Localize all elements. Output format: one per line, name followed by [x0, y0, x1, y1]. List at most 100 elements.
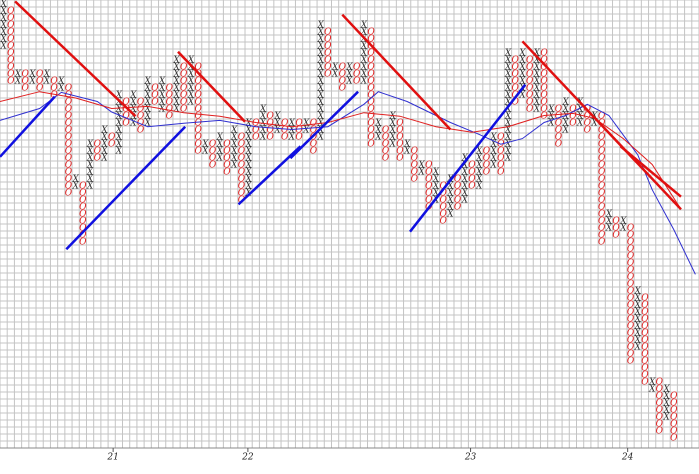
o-box: O: [641, 308, 649, 318]
x-box: X: [374, 133, 382, 143]
x-tick-label: 22: [241, 453, 254, 463]
o-box: O: [65, 154, 73, 164]
o-box: O: [223, 147, 231, 157]
x-box: X: [187, 63, 195, 73]
o-box: O: [382, 126, 390, 136]
o-box: O: [238, 140, 246, 150]
x-box: X: [0, 28, 7, 38]
o-box: O: [65, 189, 73, 199]
o-box: O: [281, 133, 289, 143]
trend-line: [177, 50, 246, 123]
o-column: OOO: [36, 70, 44, 94]
o-box: O: [569, 112, 577, 122]
o-box: O: [166, 98, 174, 108]
x-box: X: [259, 133, 267, 143]
o-box: O: [670, 427, 678, 437]
x-box: X: [605, 224, 613, 234]
x-box: X: [115, 133, 123, 143]
x-column: XXX: [547, 105, 555, 129]
x-box: X: [446, 182, 454, 192]
o-box: O: [627, 259, 635, 269]
o-box: O: [194, 84, 202, 94]
x-box: X: [360, 56, 368, 66]
o-box: O: [526, 77, 534, 87]
o-box: O: [584, 126, 592, 136]
o-box: O: [555, 112, 563, 122]
o-box: O: [137, 105, 145, 115]
x-box: X: [461, 168, 469, 178]
o-box: O: [598, 112, 606, 122]
o-box: O: [598, 203, 606, 213]
o-box: O: [367, 28, 375, 38]
x-box: X: [446, 196, 454, 206]
o-box: O: [339, 70, 347, 80]
o-box: O: [483, 147, 491, 157]
o-box: O: [555, 119, 563, 129]
o-box: O: [324, 42, 332, 52]
x-box: X: [71, 182, 79, 192]
x-box: X: [273, 112, 281, 122]
o-box: O: [540, 105, 548, 115]
x-box: X: [172, 84, 180, 94]
x-box: X: [216, 154, 224, 164]
o-box: O: [468, 175, 476, 185]
o-box: O: [122, 105, 130, 115]
x-box: X: [619, 217, 627, 227]
x-box: X: [345, 70, 353, 80]
o-box: O: [396, 133, 404, 143]
x-box: X: [634, 343, 642, 353]
o-box: O: [425, 182, 433, 192]
x-box: X: [533, 105, 541, 115]
x-box: X: [432, 182, 440, 192]
o-box: O: [36, 84, 44, 94]
o-box: O: [512, 70, 520, 80]
o-box: O: [223, 161, 231, 171]
x-box: X: [144, 105, 152, 115]
o-box: O: [353, 77, 361, 87]
o-box: O: [194, 147, 202, 157]
x-box: X: [187, 77, 195, 87]
o-box: O: [50, 91, 58, 101]
x-box: X: [158, 105, 166, 115]
x-box: X: [662, 392, 670, 402]
o-box: O: [526, 98, 534, 108]
x-tick-label: 23: [464, 453, 477, 463]
x-box: X: [504, 84, 512, 94]
o-box: O: [324, 63, 332, 73]
x-box: X: [302, 119, 310, 129]
x-box: X: [216, 133, 224, 143]
o-box: O: [267, 119, 275, 129]
x-box: X: [288, 133, 296, 143]
o-box: O: [612, 224, 620, 234]
o-box: O: [483, 161, 491, 171]
x-box: X: [316, 28, 324, 38]
o-box: O: [540, 70, 548, 80]
o-box: O: [425, 161, 433, 171]
x-box: X: [244, 119, 252, 129]
o-box: O: [7, 49, 15, 59]
o-box: O: [194, 63, 202, 73]
o-box: O: [598, 147, 606, 157]
o-box: O: [65, 91, 73, 101]
x-box: X: [389, 126, 397, 136]
x-box: X: [302, 126, 310, 136]
o-box: O: [194, 112, 202, 122]
o-box: O: [641, 357, 649, 367]
x-box: X: [230, 154, 238, 164]
x-box: X: [634, 294, 642, 304]
x-box: X: [316, 84, 324, 94]
o-box: O: [7, 35, 15, 45]
x-box: X: [475, 161, 483, 171]
x-column: XX: [417, 161, 425, 178]
x-box: X: [417, 161, 425, 171]
x-box: X: [316, 70, 324, 80]
o-box: O: [497, 147, 505, 157]
x-box: X: [504, 49, 512, 59]
